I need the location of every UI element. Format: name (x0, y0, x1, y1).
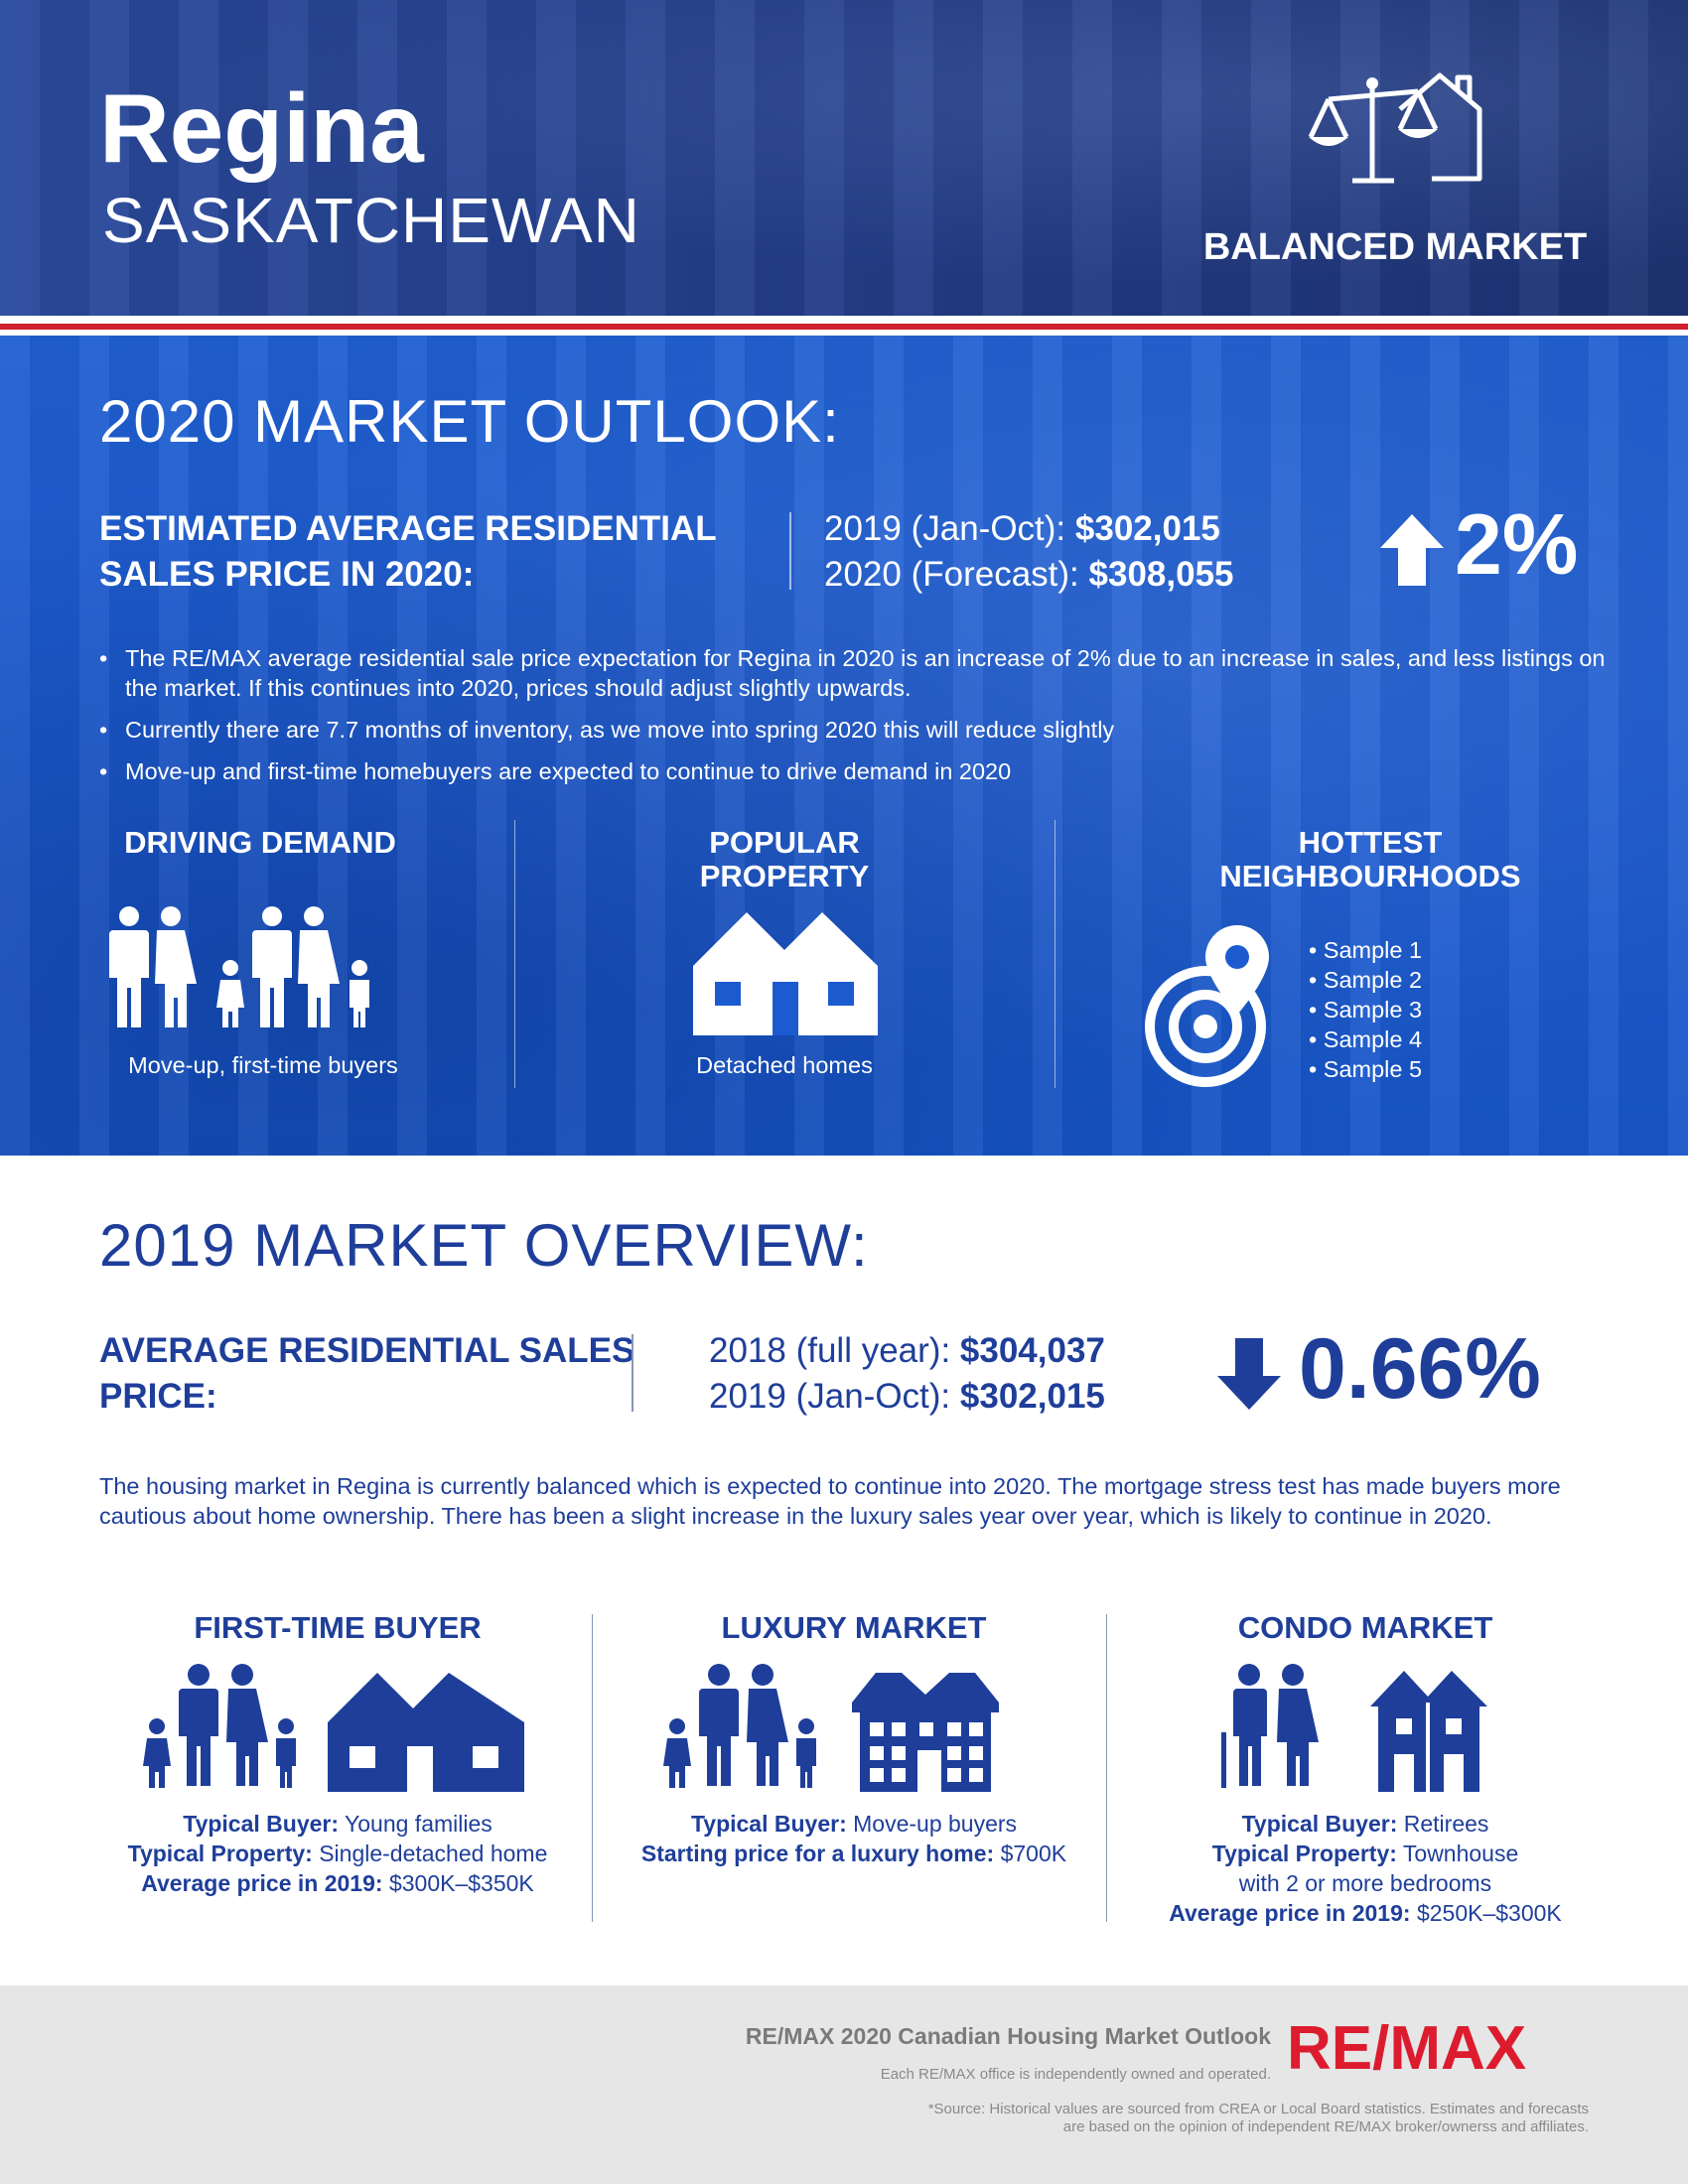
estimate-label: ESTIMATED AVERAGE RESIDENTIAL SALES PRIC… (99, 509, 716, 594)
outlook-title: 2020 MARKET OUTLOOK: (99, 388, 840, 455)
detail-value: Single-detached home (319, 1841, 548, 1866)
outlook-bullets: The RE/MAX average residential sale pric… (99, 643, 1609, 798)
detail-label: Typical Property: (1211, 1841, 1397, 1866)
detail-value: Retirees (1403, 1811, 1489, 1837)
bullet-item: Currently there are 7.7 months of invent… (99, 715, 1609, 745)
overview-row2-value: $302,015 (959, 1377, 1105, 1416)
detail-label: Typical Property: (127, 1841, 313, 1866)
first-time-buyer-title: FIRST-TIME BUYER (194, 1610, 482, 1645)
outlook-section: 2020 MARKET OUTLOOK: ESTIMATED AVERAGE R… (0, 336, 1688, 1156)
popular-property-caption: Detached homes (696, 1052, 873, 1078)
list-item: Sample 5 (1309, 1054, 1422, 1084)
driving-demand-caption: Move-up, first-time buyers (128, 1052, 398, 1078)
detail-label: Starting price for a luxury home: (640, 1841, 995, 1866)
estimate-row2-label: 2020 (Forecast): (824, 555, 1079, 594)
estimate-row1-label: 2019 (Jan-Oct): (824, 509, 1066, 548)
detail-label: Typical Buyer: (1241, 1811, 1398, 1837)
source-line: are based on the opinion of independent … (1062, 2118, 1589, 2135)
retirees-townhouse-icon (1221, 1664, 1487, 1792)
detail-value: $250K–$300K (1416, 1900, 1562, 1926)
detail-label: Typical Buyer: (183, 1811, 340, 1837)
overview-row1-value: $304,037 (959, 1331, 1105, 1370)
logo-text: RE/MAX (1287, 2015, 1526, 2079)
estimate-row2-value: $308,055 (1088, 555, 1234, 594)
footer-subtitle: Each RE/MAX office is independently owne… (880, 2066, 1271, 2083)
column-divider (592, 1614, 593, 1922)
family-mansion-icon (663, 1664, 999, 1792)
detail-value: $700K (1000, 1841, 1067, 1866)
remax-logo: RE/MAX (1287, 2015, 1526, 2079)
estimate-divider (789, 512, 791, 590)
overview-change-value: 0.66% (1299, 1321, 1541, 1417)
popular-property-title: POPULAR PROPERTY (699, 825, 870, 893)
families-icon (109, 906, 369, 1027)
column-divider (1106, 1614, 1107, 1922)
footer-title: RE/MAX 2020 Canadian Housing Market Outl… (745, 2023, 1271, 2049)
luxury-market-title: LUXURY MARKET (721, 1610, 987, 1645)
family-house-icon (143, 1664, 524, 1792)
detail-value: Move-up buyers (853, 1811, 1018, 1837)
overview-values: 2018 (full year): $304,037 2019 (Jan-Oct… (709, 1328, 1105, 1420)
header-banner (0, 0, 1688, 316)
detail-value: $300K–$350K (388, 1870, 534, 1896)
overview-paragraph: The housing market in Regina is currentl… (99, 1473, 1561, 1529)
overview-row2-label: 2019 (Jan-Oct): (709, 1377, 951, 1416)
province-title: SASKATCHEWAN (102, 185, 640, 256)
bullet-item: Move-up and first-time homebuyers are ex… (99, 756, 1609, 786)
driving-demand-title: DRIVING DEMAND (124, 825, 396, 860)
first-time-buyer-details: Typical Buyer: Young families Typical Pr… (89, 1809, 586, 1898)
overview-divider (632, 1334, 633, 1412)
detail-label: Average price in 2019: (141, 1870, 383, 1896)
overview-price-label: AVERAGE RESIDENTIAL SALES PRICE: (99, 1331, 635, 1416)
detail-value: Townhouse (1402, 1841, 1519, 1866)
footer-source: *Source: Historical values are sourced f… (695, 2101, 1589, 2136)
footer (0, 1985, 1688, 2184)
detail-value: Young families (345, 1811, 492, 1837)
up-arrow-icon (1380, 514, 1444, 586)
detail-label: Average price in 2019: (1169, 1900, 1411, 1926)
luxury-market-details: Typical Buyer: Move-up buyers Starting p… (606, 1809, 1102, 1868)
overview-row1-label: 2018 (full year): (709, 1331, 951, 1370)
bullet-item: The RE/MAX average residential sale pric… (99, 643, 1609, 703)
detail-value: with 2 or more bedrooms (1238, 1870, 1492, 1896)
market-status-label: BALANCED MARKET (1202, 226, 1588, 268)
hottest-neighbourhoods-title: HOTTEST NEIGHBOURHOODS (1219, 825, 1521, 893)
column-divider (514, 820, 515, 1088)
detached-house-icon (693, 912, 878, 1035)
condo-market-details: Typical Buyer: Retirees Typical Property… (1117, 1809, 1614, 1928)
estimate-row1-value: $302,015 (1074, 509, 1220, 548)
condo-market-title: CONDO MARKET (1237, 1610, 1493, 1645)
estimate-change-value: 2% (1455, 497, 1579, 593)
list-item: Sample 4 (1309, 1024, 1422, 1054)
neighbourhood-list: Sample 1 Sample 2 Sample 3 Sample 4 Samp… (1309, 935, 1422, 1084)
divider-stripe (0, 330, 1688, 336)
location-target-icon (1145, 925, 1269, 1087)
estimate-values: 2019 (Jan-Oct): $302,015 2020 (Forecast)… (824, 506, 1234, 598)
list-item: Sample 2 (1309, 965, 1422, 995)
down-arrow-icon (1217, 1338, 1281, 1410)
source-line: *Source: Historical values are sourced f… (927, 2101, 1589, 2117)
detail-label: Typical Buyer: (690, 1811, 847, 1837)
scales-house-icon (1308, 72, 1482, 184)
list-item: Sample 3 (1309, 995, 1422, 1024)
divider-stripe-red (0, 324, 1688, 330)
overview-title: 2019 MARKET OVERVIEW: (99, 1212, 869, 1279)
city-title: Regina (99, 73, 424, 183)
list-item: Sample 1 (1309, 935, 1422, 965)
divider-stripe (0, 316, 1688, 324)
